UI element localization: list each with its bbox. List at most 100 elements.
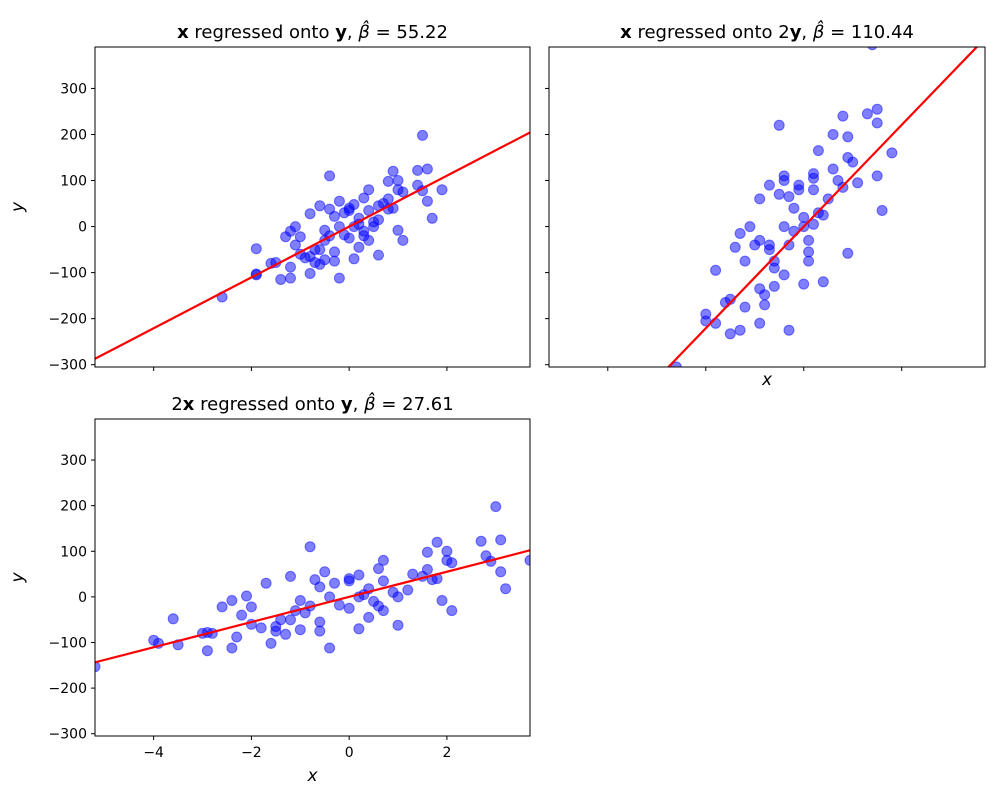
scatter-point xyxy=(763,179,775,191)
subplot-title: x regressed onto y, β̂ = 55.22 xyxy=(177,20,448,43)
scatter-point xyxy=(402,584,414,596)
scatter-points xyxy=(670,47,898,367)
x-tick-label: −4 xyxy=(143,745,164,761)
scatter-point xyxy=(739,255,751,267)
scatter-point xyxy=(314,616,326,628)
x-axis-label: x xyxy=(306,766,318,786)
scatter-point xyxy=(759,299,771,311)
scatter-point xyxy=(314,625,326,637)
scatter-point xyxy=(421,163,433,175)
scatter-point xyxy=(822,193,834,205)
scatter-point xyxy=(236,609,248,621)
scatter-point xyxy=(773,188,785,200)
scatter-point xyxy=(763,244,775,256)
scatter-point xyxy=(412,164,424,176)
scatter-point xyxy=(353,569,365,581)
scatter-points xyxy=(216,129,448,303)
scatter-point xyxy=(387,165,399,177)
scatter-point xyxy=(285,272,296,284)
scatter-point xyxy=(358,230,370,242)
scatter-point xyxy=(798,211,810,223)
scatter-point xyxy=(867,47,878,51)
scatter-point xyxy=(783,324,795,336)
scatter-point xyxy=(436,595,448,606)
scatter-point xyxy=(333,272,345,284)
scatter-points xyxy=(95,501,530,673)
scatter-point xyxy=(827,129,839,140)
scatter-point xyxy=(231,631,243,643)
scatter-point xyxy=(324,170,336,182)
scatter-point xyxy=(353,241,365,253)
scatter-point xyxy=(886,147,898,159)
scatter-point xyxy=(417,129,428,141)
scatter-point xyxy=(495,566,507,578)
scatter-point xyxy=(710,317,722,329)
x-tick-label: 0 xyxy=(345,745,354,761)
scatter-point xyxy=(167,613,179,625)
scatter-point xyxy=(768,262,780,274)
scatter-point xyxy=(421,564,433,575)
scatter-point xyxy=(333,599,345,611)
plot-frame xyxy=(94,46,531,368)
scatter-point xyxy=(314,581,326,593)
scatter-point xyxy=(285,570,296,582)
plot-frame xyxy=(548,46,986,368)
scatter-point xyxy=(363,184,375,196)
scatter-point xyxy=(500,583,512,595)
scatter-point xyxy=(333,195,345,207)
scatter-point xyxy=(524,554,530,566)
scatter-point xyxy=(421,195,433,207)
scatter-point xyxy=(446,605,458,617)
subplot-bottom-left: −300 −200 −100 0 100 200 300 −4 −2 0 2 x y 2x regress… xyxy=(8,392,531,786)
scatter-point xyxy=(852,177,864,189)
scatter-point xyxy=(397,234,409,246)
scatter-point xyxy=(329,577,340,589)
x-tick-label: −2 xyxy=(241,745,262,761)
scatter-point xyxy=(817,276,829,288)
scatter-point xyxy=(861,108,873,120)
scatter-point xyxy=(847,156,859,168)
scatter-point xyxy=(441,554,453,566)
scatter-point xyxy=(377,554,389,566)
scatter-point xyxy=(201,645,213,657)
scatter-point xyxy=(343,205,355,216)
scatter-point xyxy=(778,175,790,186)
scatter-point xyxy=(827,163,839,175)
scatter-point xyxy=(783,239,795,251)
y-axis-label: y xyxy=(8,572,28,584)
scatter-point xyxy=(329,255,340,267)
scatter-point xyxy=(744,221,756,233)
scatter-point xyxy=(793,179,805,191)
scatter-point xyxy=(778,221,790,233)
subplot-top-right: x x regressed onto 2y, β̂ = 110.44 xyxy=(545,20,986,390)
scatter-point xyxy=(817,209,829,221)
scatter-point xyxy=(808,184,819,196)
scatter-point xyxy=(670,361,682,367)
scatter-point xyxy=(270,621,282,632)
plot-frame xyxy=(94,418,531,737)
y-tick-label: −200 xyxy=(49,681,87,697)
scatter-point xyxy=(783,191,795,203)
scatter-point xyxy=(710,264,722,276)
scatter-point xyxy=(808,168,819,180)
scatter-point xyxy=(294,231,306,243)
scatter-point xyxy=(495,534,507,546)
scatter-point xyxy=(373,563,384,575)
y-tick-label: 300 xyxy=(60,453,87,469)
scatter-point xyxy=(285,614,296,626)
y-tick-label: −300 xyxy=(49,358,87,374)
scatter-point xyxy=(842,247,854,259)
regression-line xyxy=(666,47,979,367)
scatter-point xyxy=(319,254,331,266)
scatter-point xyxy=(832,175,844,186)
scatter-point xyxy=(441,545,453,557)
y-tick-label: 300 xyxy=(60,81,87,97)
scatter-point xyxy=(377,575,389,587)
x-tick-label: 2 xyxy=(442,745,451,761)
scatter-point xyxy=(250,243,262,255)
scatter-point xyxy=(289,239,301,251)
y-tick-label: 0 xyxy=(78,220,87,236)
scatter-point xyxy=(348,253,360,265)
y-tick-label: 100 xyxy=(60,544,87,560)
